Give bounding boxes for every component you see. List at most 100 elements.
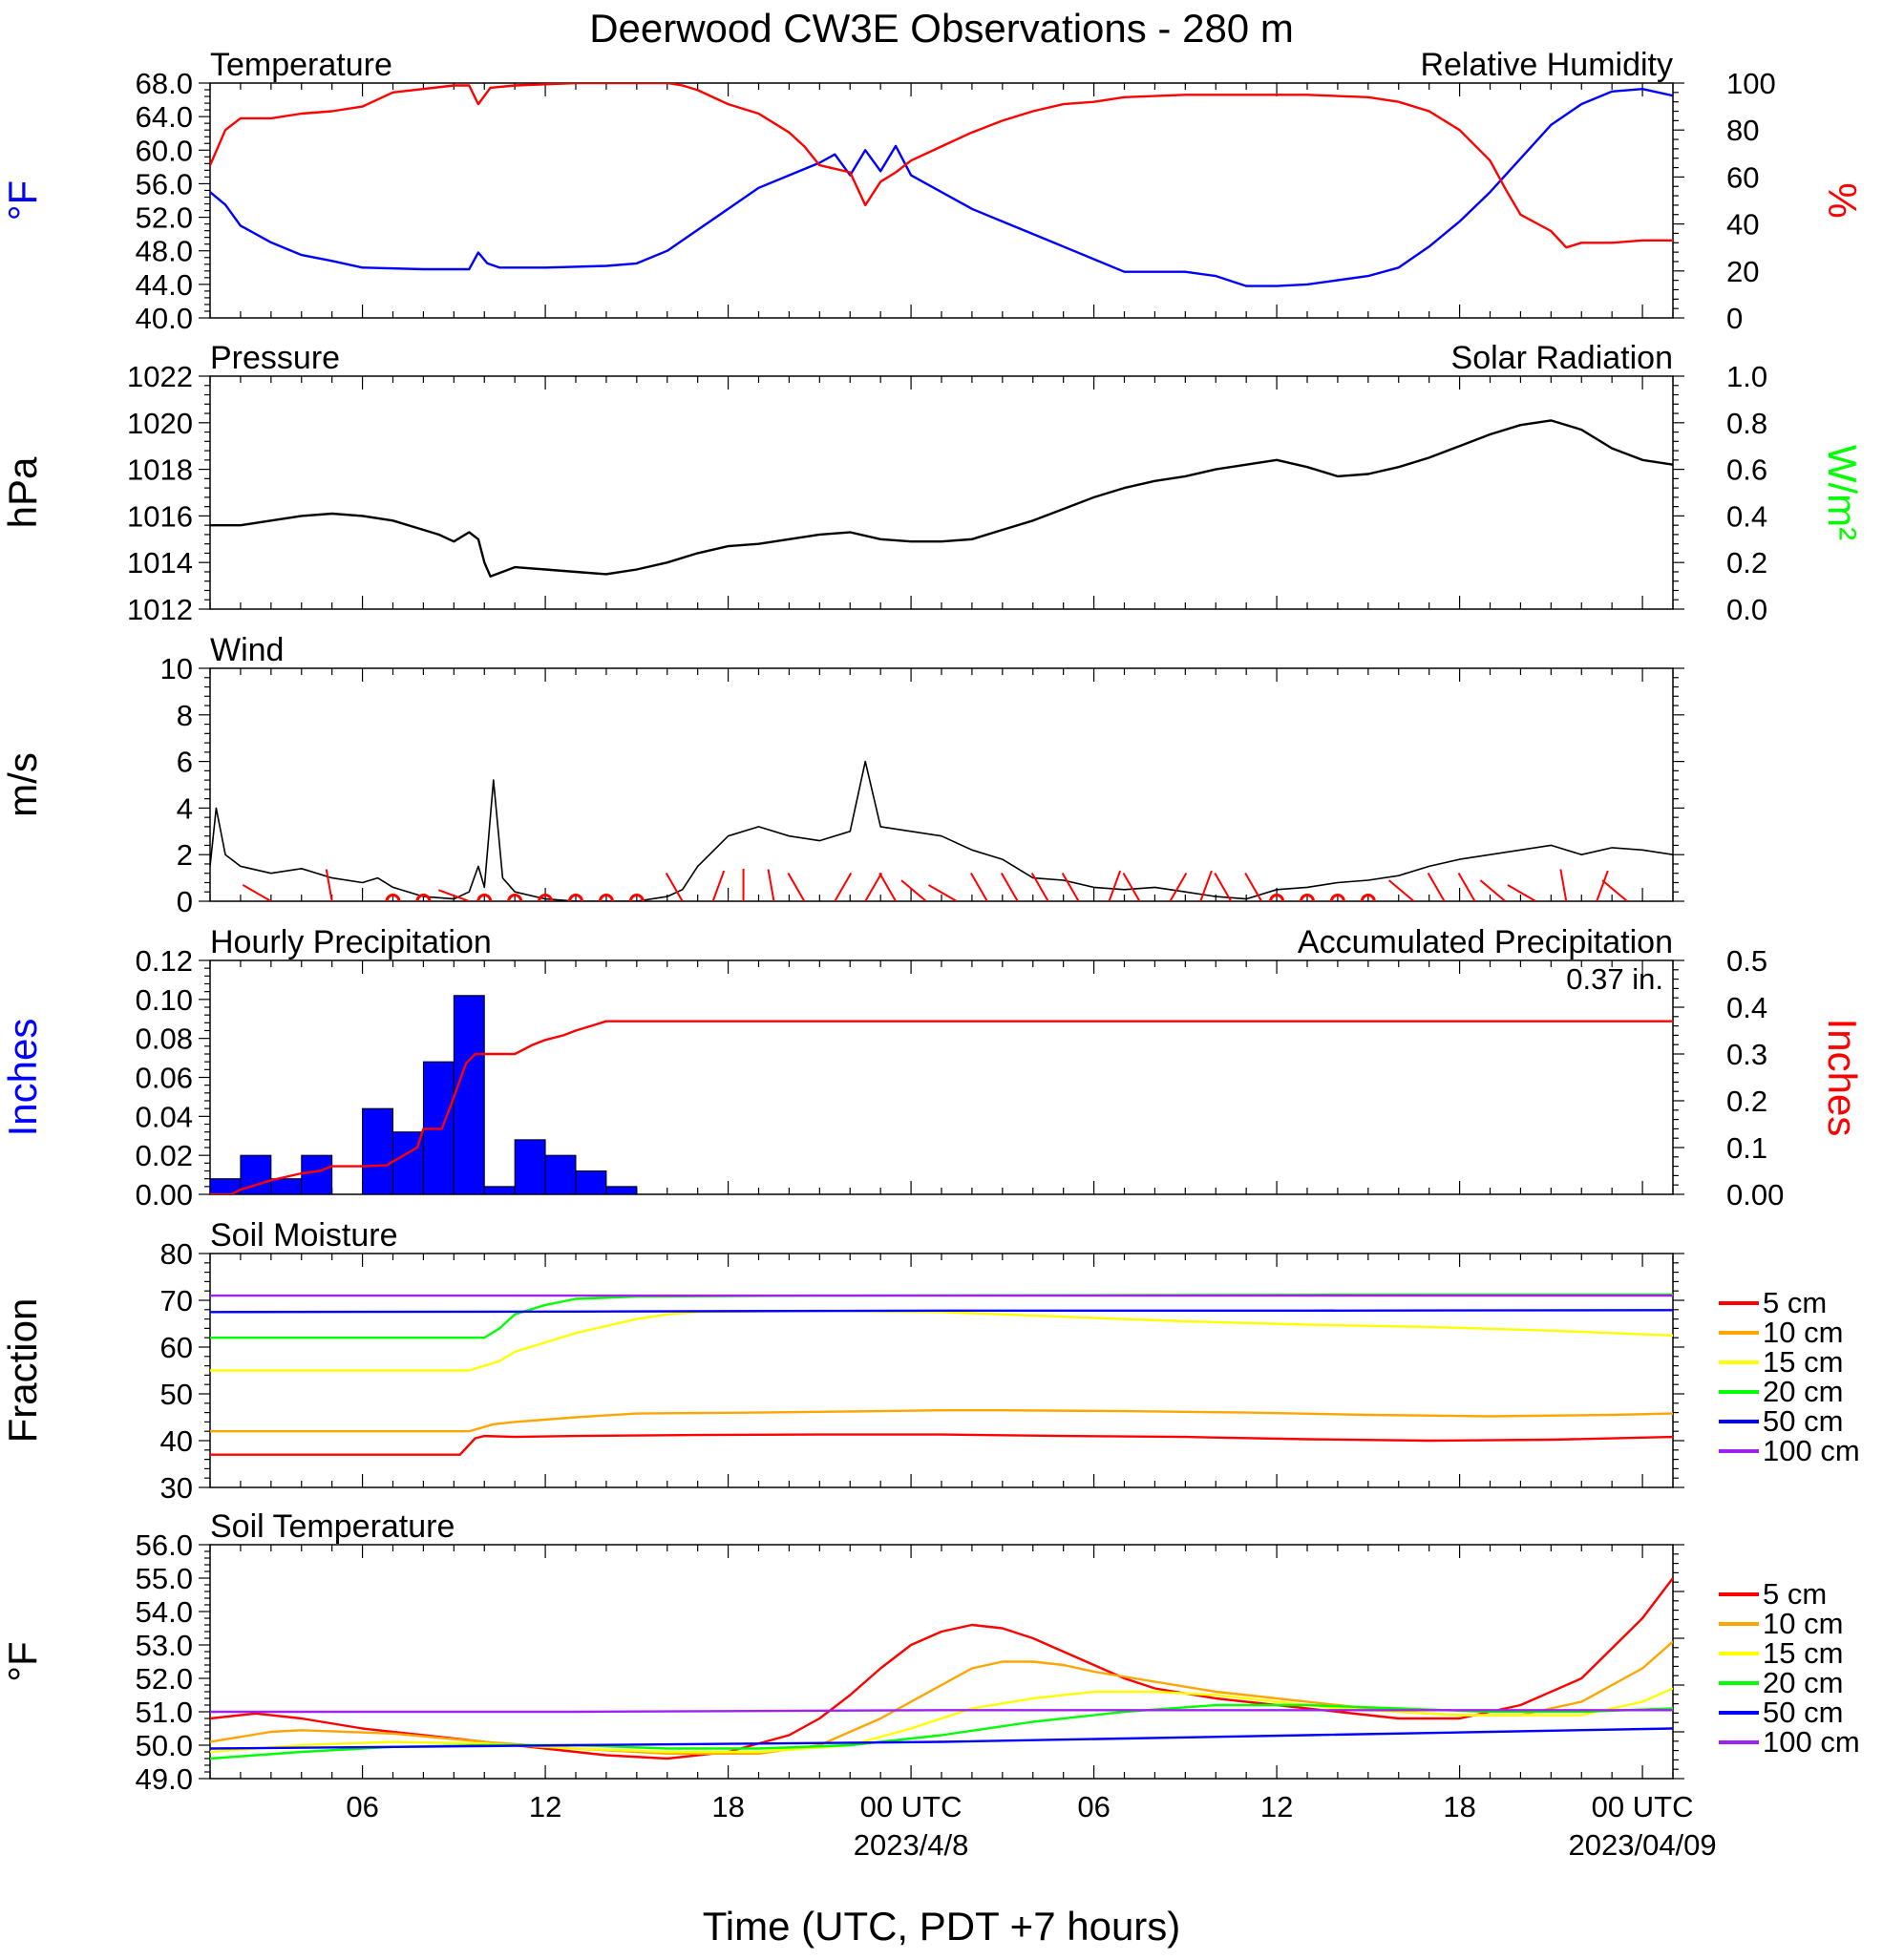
- y-tick-label-right: 0.3: [1726, 1038, 1767, 1071]
- y-tick-label-left: 54.0: [136, 1595, 193, 1629]
- y-tick-label-left: 55.0: [136, 1562, 193, 1595]
- y-tick-label-right: 0: [1726, 302, 1743, 335]
- y-tick-label-left: 52.0: [136, 201, 193, 235]
- x-tick-label: 00 UTC: [860, 1790, 963, 1823]
- y-axis-title-left: °F: [0, 180, 45, 221]
- panel-precipitation: 0.00 0.02 0.04 0.06 0.08 0.10 0.12 0.00 0.1 0.2 0.…: [0, 924, 1865, 1212]
- panel-title-left: Temperature: [210, 47, 392, 83]
- series-line-10-cm: [210, 1640, 1673, 1756]
- y-tick-label-left: 1022: [127, 360, 193, 393]
- y-tick-label-right: 0.5: [1726, 944, 1767, 978]
- wind-barb: [864, 873, 883, 901]
- wind-barb: [1427, 873, 1446, 901]
- legend-label: 20 cm: [1763, 1666, 1843, 1699]
- wind-barb: [1199, 870, 1213, 901]
- series-line-50-cm: [210, 1727, 1673, 1750]
- calm-wind-marker: [628, 894, 645, 901]
- y-axis-title-left: Fraction: [0, 1298, 45, 1444]
- y-tick-label-left: 0.08: [136, 1022, 193, 1056]
- series-line-20-cm: [210, 1293, 1673, 1339]
- y-tick-label-left: 56.0: [136, 1528, 193, 1562]
- panel-soil_temperature: 49.050.051.052.053.054.055.056.0 Soil Tem…: [0, 1508, 1860, 1796]
- y-axis-title-left: °F: [0, 1641, 45, 1681]
- y-axis-title-right: Inches: [1820, 1019, 1865, 1137]
- series-line-relative-humidity: [210, 83, 1673, 249]
- legend-label: 5 cm: [1763, 1286, 1827, 1319]
- precip-bar: [301, 1154, 333, 1194]
- series-line-100-cm: [210, 1709, 1673, 1714]
- y-tick-label-left: 4: [177, 791, 193, 825]
- y-tick-label-right: 0.0: [1726, 593, 1767, 626]
- y-tick-label-left: 0.10: [136, 983, 193, 1017]
- legend-label: 50 cm: [1763, 1696, 1843, 1729]
- plot-frame: [209, 375, 1674, 610]
- y-tick-label-left: 8: [177, 699, 193, 732]
- y-tick-label-left: 68.0: [136, 67, 193, 100]
- wind-barb: [928, 884, 958, 901]
- calm-wind-marker: [415, 894, 432, 901]
- y-tick-label-right: 1.0: [1726, 360, 1767, 393]
- panel-wind: 0 2 4 6 8 10 Wind m/s: [0, 632, 1684, 918]
- plot-frame: [209, 82, 1674, 319]
- y-tick-label-right: 0.1: [1726, 1131, 1767, 1165]
- wind-barb: [325, 869, 333, 901]
- y-tick-label-right: 0.2: [1726, 1085, 1767, 1118]
- y-axis-title-left: Inches: [0, 1019, 45, 1137]
- calm-wind-marker: [1360, 894, 1376, 901]
- wind-barb: [1108, 870, 1122, 901]
- y-tick-label-left: 50: [160, 1378, 193, 1411]
- y-tick-label-left: 1014: [127, 546, 193, 580]
- y-tick-label-right: 0.6: [1726, 453, 1767, 487]
- x-tick-label: 06: [346, 1790, 378, 1823]
- y-tick-label-left: 52.0: [136, 1662, 193, 1696]
- calm-wind-marker: [1269, 894, 1285, 901]
- series-line-50-cm: [210, 1309, 1673, 1314]
- wind-barb: [767, 869, 775, 901]
- wind-barb: [1596, 870, 1609, 901]
- y-axis-title-right: %: [1820, 182, 1865, 218]
- y-tick-label-left: 0.06: [136, 1062, 193, 1095]
- y-tick-label-left: 40.0: [136, 302, 193, 335]
- calm-wind-marker: [568, 894, 583, 901]
- x-tick-label: 18: [1443, 1790, 1475, 1823]
- calm-wind-marker: [1300, 894, 1315, 901]
- series-group: [210, 83, 1673, 287]
- panel-title-left: Soil Moisture: [210, 1217, 398, 1254]
- series-line-accumulated-precipitation: [210, 1020, 1673, 1194]
- y-tick-label-left: 2: [177, 838, 193, 872]
- wind-barb: [1601, 879, 1628, 901]
- precip-bar: [362, 1107, 394, 1194]
- wind-barb: [1030, 873, 1049, 901]
- panel-title-left: Pressure: [210, 340, 340, 376]
- wind-barb: [970, 873, 988, 901]
- series-group: [210, 1577, 1673, 1760]
- calm-wind-marker: [538, 894, 554, 901]
- legend-label: 10 cm: [1763, 1316, 1843, 1349]
- x-tick-label: 18: [711, 1790, 744, 1823]
- panels: 40.044.048.052.056.060.064.068.002040608…: [0, 47, 1865, 1862]
- wind-barb: [878, 873, 897, 901]
- series-group: [210, 1293, 1673, 1456]
- series-group: [210, 419, 1673, 578]
- y-tick-label-right: 20: [1726, 255, 1759, 288]
- y-tick-label-left: 0.02: [136, 1139, 193, 1172]
- y-tick-label-right: 0.00: [1726, 1178, 1784, 1212]
- y-tick-label-left: 64.0: [136, 100, 193, 134]
- y-tick-label-left: 53.0: [136, 1629, 193, 1662]
- y-tick-label-left: 44.0: [136, 268, 193, 302]
- panel-title-left: Soil Temperature: [210, 1508, 455, 1545]
- legend-label: 10 cm: [1763, 1607, 1843, 1640]
- wind-barb: [1457, 873, 1476, 901]
- y-tick-label-left: 0.00: [136, 1178, 193, 1212]
- x-tick-label: 00 UTC: [1592, 1790, 1694, 1823]
- precip-bar: [544, 1154, 577, 1194]
- legend-label: 20 cm: [1763, 1375, 1843, 1408]
- y-tick-label-left: 30: [160, 1471, 193, 1505]
- y-tick-label-left: 1018: [127, 453, 193, 487]
- precip-bar: [453, 995, 485, 1194]
- y-axis-title-left: m/s: [0, 752, 45, 817]
- y-tick-label-left: 1016: [127, 499, 193, 533]
- wind-barb: [1507, 884, 1536, 901]
- legend-label: 100 cm: [1763, 1434, 1860, 1467]
- wind-barb: [1122, 873, 1141, 901]
